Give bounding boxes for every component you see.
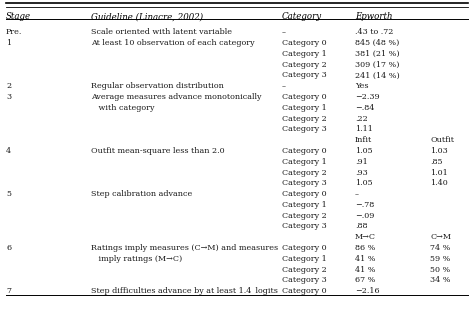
Text: Category 3: Category 3 xyxy=(282,125,327,133)
Text: –: – xyxy=(282,82,286,90)
Text: 1.11: 1.11 xyxy=(355,125,373,133)
Text: 309 (17 %): 309 (17 %) xyxy=(355,61,399,69)
Text: 41 %: 41 % xyxy=(355,255,375,263)
Text: Category 2: Category 2 xyxy=(282,266,327,274)
Text: Category 0: Category 0 xyxy=(282,190,327,198)
Text: Category 1: Category 1 xyxy=(282,50,327,58)
Text: Epworth: Epworth xyxy=(355,12,392,21)
Text: Average measures advance monotonically: Average measures advance monotonically xyxy=(91,93,262,101)
Text: −.84: −.84 xyxy=(355,104,374,112)
Text: Category 3: Category 3 xyxy=(282,71,327,79)
Text: Category 2: Category 2 xyxy=(282,61,327,69)
Text: Category 2: Category 2 xyxy=(282,212,327,220)
Text: M→C: M→C xyxy=(355,233,376,241)
Text: 34 %: 34 % xyxy=(430,276,451,284)
Text: imply ratings (M→C): imply ratings (M→C) xyxy=(91,255,182,263)
Text: Category 0: Category 0 xyxy=(282,93,327,101)
Text: Infit: Infit xyxy=(355,136,372,144)
Text: 381 (21 %): 381 (21 %) xyxy=(355,50,400,58)
Text: 1.01: 1.01 xyxy=(430,169,448,177)
Text: 74 %: 74 % xyxy=(430,244,451,252)
Text: Category 1: Category 1 xyxy=(282,201,327,209)
Text: 1.40: 1.40 xyxy=(430,179,448,187)
Text: Category 3: Category 3 xyxy=(282,179,327,187)
Text: .22: .22 xyxy=(355,115,367,123)
Text: Category 0: Category 0 xyxy=(282,147,327,155)
Text: Category 0: Category 0 xyxy=(282,39,327,47)
Text: Scale oriented with latent variable: Scale oriented with latent variable xyxy=(91,28,232,36)
Text: 1.05: 1.05 xyxy=(355,179,373,187)
Text: 6: 6 xyxy=(6,244,11,252)
Text: Category 2: Category 2 xyxy=(282,115,327,123)
Text: C→M: C→M xyxy=(430,233,451,241)
Text: Outfit: Outfit xyxy=(430,136,454,144)
Text: 86 %: 86 % xyxy=(355,244,375,252)
Text: .88: .88 xyxy=(355,222,367,230)
Text: Category 0: Category 0 xyxy=(282,244,327,252)
Text: 7: 7 xyxy=(6,287,11,295)
Text: −.78: −.78 xyxy=(355,201,374,209)
Text: Step calibration advance: Step calibration advance xyxy=(91,190,192,198)
Text: .93: .93 xyxy=(355,169,367,177)
Text: Pre.: Pre. xyxy=(6,28,22,36)
Text: 5: 5 xyxy=(6,190,11,198)
Text: 59 %: 59 % xyxy=(430,255,451,263)
Text: 67 %: 67 % xyxy=(355,276,375,284)
Text: Regular observation distribution: Regular observation distribution xyxy=(91,82,224,90)
Text: 50 %: 50 % xyxy=(430,266,450,274)
Text: Category 2: Category 2 xyxy=(282,169,327,177)
Text: Yes: Yes xyxy=(355,82,368,90)
Text: 241 (14 %): 241 (14 %) xyxy=(355,71,400,79)
Text: Category 1: Category 1 xyxy=(282,255,327,263)
Text: Category 3: Category 3 xyxy=(282,222,327,230)
Text: 1: 1 xyxy=(6,39,11,47)
Text: Category 0: Category 0 xyxy=(282,287,327,295)
Text: .91: .91 xyxy=(355,158,367,166)
Text: Stage: Stage xyxy=(6,12,31,21)
Text: 1.05: 1.05 xyxy=(355,147,373,155)
Text: Category 1: Category 1 xyxy=(282,104,327,112)
Text: .43 to .72: .43 to .72 xyxy=(355,28,393,36)
Text: –: – xyxy=(282,28,286,36)
Text: Outfit mean-square less than 2.0: Outfit mean-square less than 2.0 xyxy=(91,147,225,155)
Text: −2.16: −2.16 xyxy=(355,287,379,295)
Text: 41 %: 41 % xyxy=(355,266,375,274)
Text: Category 3: Category 3 xyxy=(282,276,327,284)
Text: 4: 4 xyxy=(6,147,11,155)
Text: .85: .85 xyxy=(430,158,443,166)
Text: Category 1: Category 1 xyxy=(282,158,327,166)
Text: –: – xyxy=(355,190,359,198)
Text: −2.39: −2.39 xyxy=(355,93,379,101)
Text: −.09: −.09 xyxy=(355,212,374,220)
Text: 2: 2 xyxy=(6,82,11,90)
Text: At least 10 observation of each category: At least 10 observation of each category xyxy=(91,39,255,47)
Text: with category: with category xyxy=(91,104,155,112)
Text: Ratings imply measures (C→M) and measures: Ratings imply measures (C→M) and measure… xyxy=(91,244,278,252)
Text: 1.03: 1.03 xyxy=(430,147,448,155)
Text: 845 (48 %): 845 (48 %) xyxy=(355,39,399,47)
Text: 3: 3 xyxy=(6,93,11,101)
Text: Step difficulties advance by at least 1.4  logits: Step difficulties advance by at least 1.… xyxy=(91,287,278,295)
Text: Category: Category xyxy=(282,12,322,21)
Text: Guideline (Linacre, 2002): Guideline (Linacre, 2002) xyxy=(91,12,203,21)
